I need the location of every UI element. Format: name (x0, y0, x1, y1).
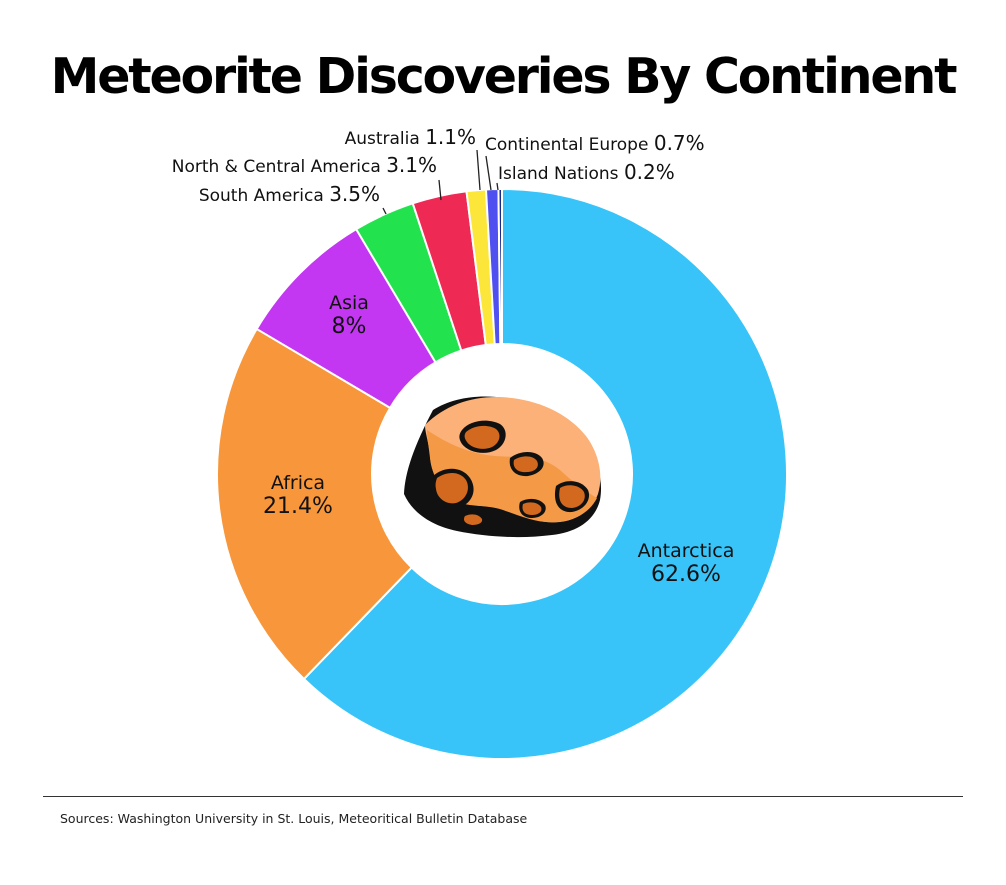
chart-title: Meteorite Discoveries By Continent (50, 48, 958, 105)
slice-antarctica (302, 187, 788, 760)
leader-australia (476, 149, 481, 191)
label-island-nations: Island Nations 0.2% (498, 160, 675, 184)
label-south-america: South America 3.5% (199, 182, 380, 206)
label-australia: Australia 1.1% (345, 125, 476, 149)
label-antarctica: Antarctica 62.6% (638, 540, 735, 587)
leader-island-nations (496, 182, 499, 191)
source-note: Sources: Washington University in St. Lo… (60, 811, 528, 826)
leader-south-america (382, 207, 387, 215)
label-continental-europe: Continental Europe 0.7% (485, 131, 705, 155)
slice-africa (216, 327, 414, 681)
leader-lines (382, 149, 499, 215)
leader-continental-europe (485, 155, 492, 191)
leader-north-and-central-america (438, 179, 442, 201)
meteorite-icon (404, 396, 602, 538)
slice-labels: Antarctica 62.6% Africa 21.4% Asia 8% South Am… (172, 125, 735, 587)
footer-divider (43, 796, 963, 797)
label-north-and-central-america: North & Central America 3.1% (172, 153, 437, 177)
chart-slices (216, 187, 788, 760)
label-africa: Africa 21.4% (263, 472, 333, 519)
slice-island-nations (497, 187, 503, 346)
label-asia: Asia 8% (329, 292, 369, 339)
